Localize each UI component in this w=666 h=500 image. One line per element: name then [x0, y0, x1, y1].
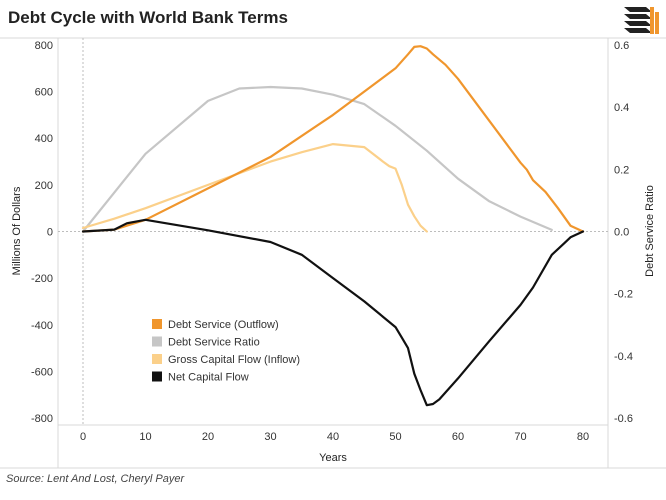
x-tick-label: 10	[139, 431, 151, 443]
x-tick-label: 50	[389, 431, 401, 443]
chart-frame	[0, 37, 666, 469]
chart-title: Debt Cycle with World Bank Terms	[8, 8, 288, 27]
x-tick-label: 20	[202, 431, 214, 443]
right-tick-label: -0.2	[614, 289, 633, 301]
legend-swatch-debt-service-outflow	[152, 319, 162, 329]
right-tick-label: -0.4	[614, 351, 633, 363]
right-tick-label: -0.6	[614, 413, 633, 425]
right-tick-label: 0.2	[614, 164, 629, 176]
series-line-net-capital-flow	[81, 218, 585, 407]
left-tick-label: 200	[35, 180, 53, 192]
left-tick-label: -400	[31, 320, 53, 332]
right-tick-label: 0.0	[614, 227, 629, 239]
left-tick-label: 400	[35, 133, 53, 145]
x-tick-label: 60	[452, 431, 464, 443]
x-axis-title: Years	[319, 452, 347, 464]
left-tick-label: 0	[47, 227, 53, 239]
legend-label-debt-service-ratio: Debt Service Ratio	[168, 337, 260, 349]
x-tick-label: 80	[577, 431, 589, 443]
left-tick-label: 800	[35, 40, 53, 52]
series-line-debt-service-ratio	[81, 85, 553, 233]
series-line-gross-capital-flow-inflow	[81, 143, 428, 233]
left-tick-label: -800	[31, 413, 53, 425]
right-axis-title: Debt Service Ratio	[644, 185, 656, 277]
logo-bars	[624, 7, 659, 34]
x-tick-label: 40	[327, 431, 339, 443]
series-layer	[81, 45, 585, 407]
bar-stack-logo-icon	[622, 4, 660, 36]
right-tick-label: 0.6	[614, 40, 629, 52]
legend-swatch-net-capital-flow	[152, 371, 162, 382]
series-line-debt-service-outflow	[81, 45, 585, 233]
x-tick-label: 30	[264, 431, 276, 443]
legend-swatch-gross-capital-flow-inflow	[152, 354, 162, 364]
x-tick-label: 70	[514, 431, 526, 443]
left-axis-ticks: 800 600 400 200 0 -200 -400 -600 -800	[31, 40, 53, 425]
legend-swatch-debt-service-ratio	[152, 336, 162, 347]
right-tick-label: 0.4	[614, 102, 629, 114]
left-tick-label: -200	[31, 273, 53, 285]
source-note: Source: Lent And Lost, Cheryl Payer	[6, 473, 185, 485]
legend-label-debt-service-outflow: Debt Service (Outflow)	[168, 319, 279, 331]
chart-legend: Debt Service (Outflow) Debt Service Ratio…	[152, 319, 300, 384]
x-axis-ticks: 0 10 20 30 40 50 60 70 80	[80, 431, 589, 443]
legend-label-net-capital-flow: Net Capital Flow	[168, 372, 249, 384]
x-tick-label: 0	[80, 431, 86, 443]
right-axis-ticks: 0.6 0.4 0.2 0.0 -0.2 -0.4 -0.6	[614, 40, 633, 425]
left-tick-label: -600	[31, 366, 53, 378]
left-axis-title: Millions Of Dollars	[11, 186, 23, 275]
left-tick-label: 600	[35, 87, 53, 99]
legend-label-gross-capital-flow-inflow: Gross Capital Flow (Inflow)	[168, 354, 300, 366]
